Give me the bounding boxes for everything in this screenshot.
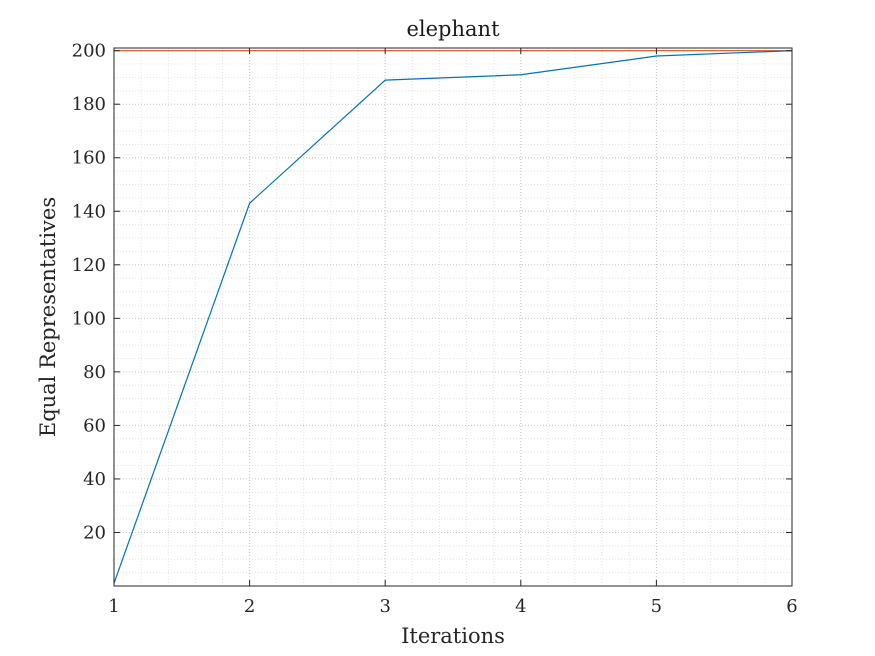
y-tick-label: 80 (83, 362, 106, 383)
y-tick-label: 160 (72, 148, 106, 169)
y-tick-labels: 20 40 60 80 100 120 140 160 180 200 (72, 41, 106, 544)
y-tick-label: 120 (72, 255, 106, 276)
x-tick-label: 3 (379, 596, 390, 617)
y-tick-label: 200 (72, 41, 106, 62)
y-axis-label: Equal Representatives (36, 197, 60, 437)
y-tick-label: 100 (72, 308, 106, 329)
major-grid (113, 48, 793, 586)
y-tick-label: 20 (83, 522, 106, 543)
x-tick-label: 2 (244, 596, 255, 617)
y-tick-label: 140 (72, 201, 106, 222)
x-tick-label: 1 (108, 596, 119, 617)
chart-title: elephant (406, 17, 500, 41)
y-tick-label: 40 (83, 469, 106, 490)
axis-ticks (113, 48, 793, 586)
x-tick-label: 4 (515, 596, 526, 617)
x-tick-label: 6 (786, 596, 797, 617)
series-line (113, 50, 793, 584)
y-tick-label: 180 (72, 94, 106, 115)
plot-background (114, 48, 792, 586)
plot-frame (113, 47, 793, 587)
y-tick-label: 60 (83, 415, 106, 436)
x-tick-labels: 1 2 3 4 5 6 (108, 596, 797, 617)
x-axis-label: Iterations (401, 624, 505, 648)
x-tick-label: 5 (651, 596, 662, 617)
